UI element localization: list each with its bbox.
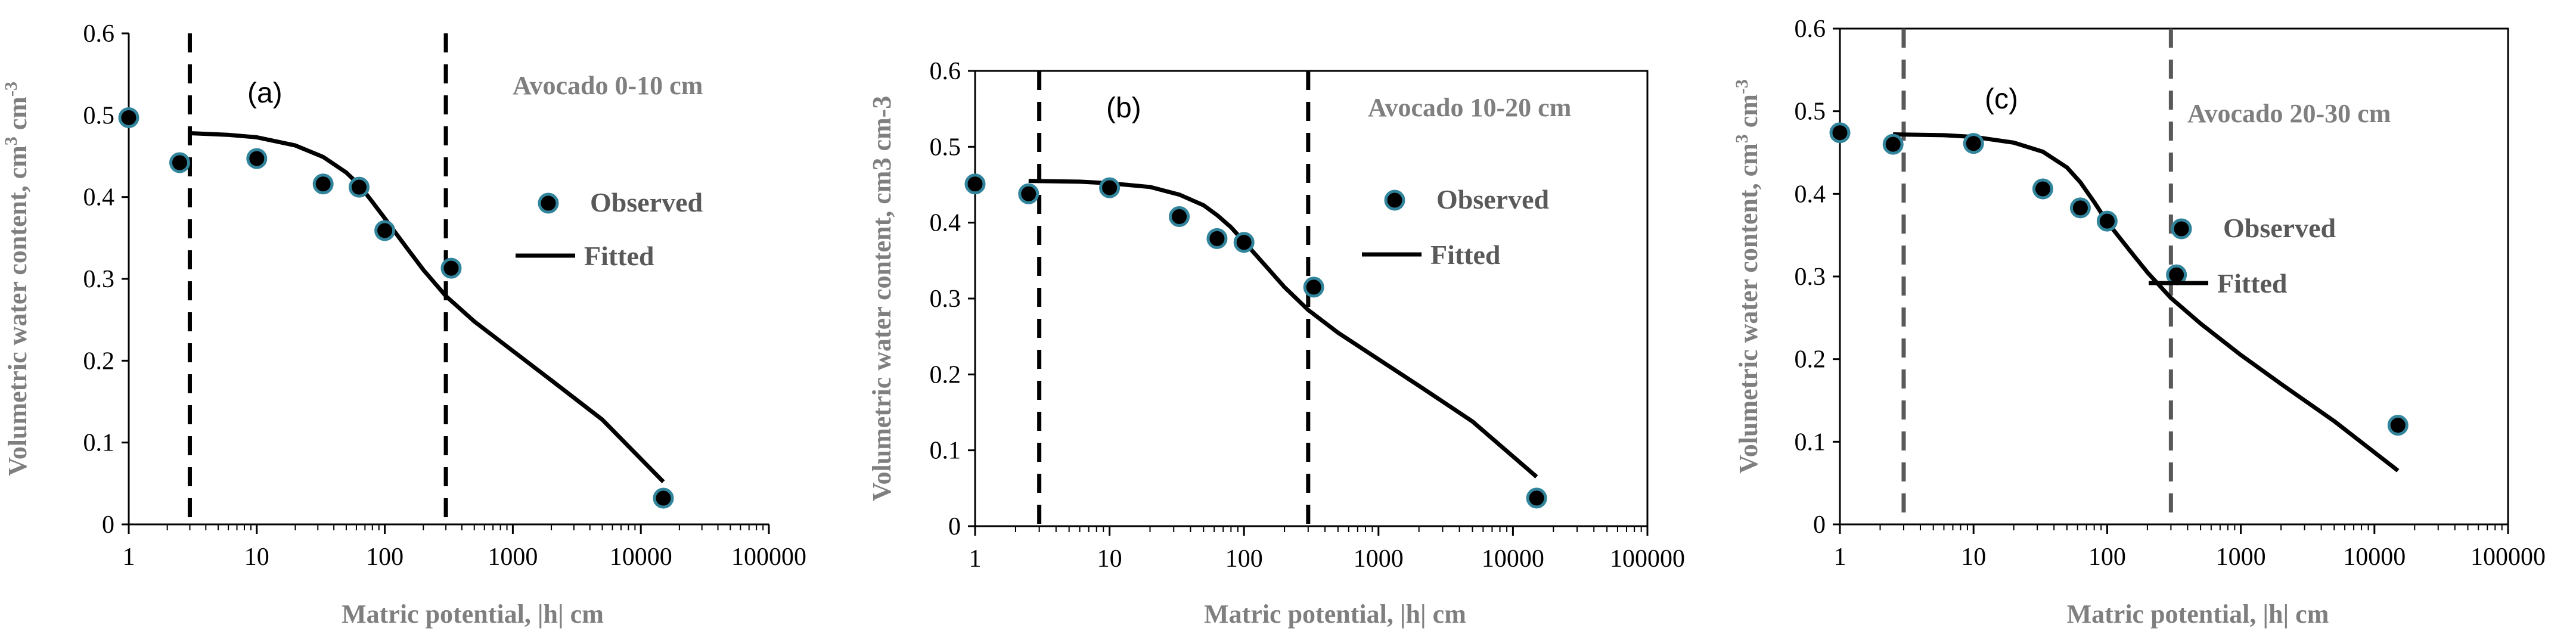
observed-point	[348, 176, 370, 198]
y-tick-label: 0.1	[1795, 428, 1826, 456]
x-tick-label: 1	[1834, 543, 1846, 571]
panel-label: (c)	[1985, 83, 2018, 115]
series-annotation: Avocado 20-30 cm	[2187, 99, 2391, 128]
observed-point	[653, 487, 674, 509]
y-tick-label: 0.4	[930, 210, 961, 237]
y-tick-label: 0.2	[83, 347, 115, 375]
observed-point	[2096, 210, 2118, 232]
fitted-curve	[190, 131, 665, 484]
legend-fitted-label: Fitted	[2217, 268, 2288, 299]
y-axis-title: Volumetric water content, cm3 cm-3	[867, 96, 896, 502]
y-tick-label: 0.3	[930, 285, 961, 313]
y-tick-label: 0.6	[83, 20, 115, 48]
observed-point	[312, 173, 334, 195]
observed-point	[118, 107, 139, 128]
observed-point	[169, 152, 190, 173]
fitted-curve	[1893, 132, 2400, 473]
x-tick-label: 1000	[1354, 545, 1404, 573]
y-tick-label: 0.6	[1795, 15, 1826, 43]
x-axis-title: Matric potential, |h| cm	[342, 599, 604, 629]
y-tick-label: 0.4	[83, 184, 115, 212]
y-tick-label: 0.1	[930, 437, 961, 465]
chart-panel-3: 0 0.1 0.2 0.3 0.4 0.5 0.6 1 10 100 1000 10000 100000…	[1732, 15, 2546, 629]
chart-panel-1: 0 0.1 0.2 0.3 0.4 0.5 0.6 1 10 100 1000 10000 100000…	[1, 20, 806, 629]
legend-observed-marker	[538, 192, 559, 214]
panel-label: (b)	[1106, 92, 1141, 124]
observed-point	[1829, 122, 1851, 144]
legend-observed-marker	[1384, 189, 1405, 211]
y-axis-title: Volumetric water content, cm3 cm-3	[1, 82, 32, 476]
y-tick-label: 0.3	[1795, 263, 1826, 291]
y-tick-label: 0.5	[1795, 98, 1826, 126]
x-tick-label: 1000	[488, 543, 538, 571]
observed-point	[964, 173, 986, 195]
y-tick-label: 0.3	[83, 266, 115, 293]
legend-observed-label: Observed	[2223, 213, 2336, 243]
legend-observed-label: Observed	[1436, 184, 1550, 215]
observed-point	[2032, 178, 2053, 200]
x-axis-title: Matric potential, |h| cm	[1204, 599, 1466, 629]
y-tick-label: 0.2	[930, 361, 961, 389]
legend-observed-label: Observed	[590, 187, 703, 217]
plot-frame	[974, 70, 1649, 527]
observed-point	[1018, 183, 1039, 204]
observed-point	[1526, 487, 1547, 509]
observed-point	[1963, 133, 1984, 154]
observed-point	[1882, 133, 1904, 155]
observed-point	[1303, 276, 1324, 298]
x-tick-label: 1	[123, 543, 135, 571]
y-tick-label: 0.5	[83, 102, 115, 129]
y-tick-label: 0.2	[1795, 346, 1826, 374]
observed-point	[2387, 415, 2409, 436]
x-tick-label: 1	[969, 545, 982, 573]
observed-point	[1169, 206, 1190, 227]
x-tick-label: 1000	[2216, 543, 2266, 571]
series-annotation: Avocado 0-10 cm	[513, 71, 703, 100]
observed-point	[440, 257, 462, 279]
x-tick-label: 10000	[1482, 545, 1544, 573]
y-tick-label: 0.5	[930, 133, 961, 161]
y-axis-title: Volumetric water content, cm3 cm-3	[1732, 79, 1763, 474]
panel-label: (a)	[247, 77, 283, 109]
x-tick-label: 10	[1097, 545, 1122, 573]
x-tick-label: 100000	[731, 543, 806, 571]
observed-point	[246, 148, 268, 169]
y-tick-label: 0	[1813, 511, 1826, 539]
x-axis-title: Matric potential, |h| cm	[2067, 599, 2329, 629]
y-tick-label: 0.6	[930, 58, 961, 85]
observed-point	[1206, 228, 1228, 249]
y-tick-label: 0	[948, 513, 961, 540]
series-annotation: Avocado 10-20 cm	[1368, 93, 1571, 122]
x-tick-label: 100	[2088, 543, 2126, 571]
observed-point	[374, 220, 396, 241]
x-tick-label: 10000	[610, 543, 672, 571]
x-tick-label: 10	[1961, 543, 1986, 571]
y-tick-label: 0.4	[1795, 181, 1826, 208]
y-tick-label: 0	[102, 511, 114, 539]
legend-fitted-label: Fitted	[584, 241, 654, 271]
x-tick-label: 100	[1225, 545, 1263, 573]
x-tick-label: 100	[366, 543, 404, 571]
chart-panel-2: 0 0.1 0.2 0.3 0.4 0.5 0.6 1 10 100 1000 10000 100000…	[867, 58, 1685, 629]
fitted-curve	[1028, 179, 1538, 478]
x-tick-label: 100000	[1610, 545, 1685, 573]
y-tick-label: 0.1	[83, 430, 115, 457]
observed-point	[1233, 232, 1255, 253]
x-tick-label: 100000	[2471, 543, 2546, 571]
x-tick-label: 10	[244, 543, 269, 571]
x-tick-label: 10000	[2343, 543, 2406, 571]
observed-point	[1099, 177, 1121, 198]
observed-point	[2069, 197, 2091, 219]
legend-fitted-label: Fitted	[1430, 240, 1501, 270]
legend-observed-marker	[2171, 218, 2192, 240]
